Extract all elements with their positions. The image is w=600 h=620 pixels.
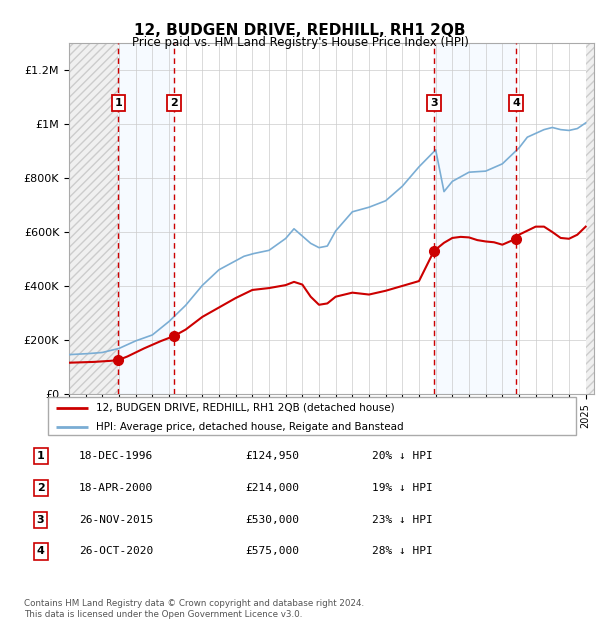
Text: 28% ↓ HPI: 28% ↓ HPI xyxy=(372,546,433,556)
Text: Contains HM Land Registry data © Crown copyright and database right 2024.
This d: Contains HM Land Registry data © Crown c… xyxy=(24,600,364,619)
Text: 12, BUDGEN DRIVE, REDHILL, RH1 2QB (detached house): 12, BUDGEN DRIVE, REDHILL, RH1 2QB (deta… xyxy=(95,402,394,412)
Text: 12, BUDGEN DRIVE, REDHILL, RH1 2QB: 12, BUDGEN DRIVE, REDHILL, RH1 2QB xyxy=(134,23,466,38)
Text: 26-OCT-2020: 26-OCT-2020 xyxy=(79,546,154,556)
Text: £530,000: £530,000 xyxy=(245,515,299,525)
FancyBboxPatch shape xyxy=(48,397,576,435)
Text: 3: 3 xyxy=(430,98,438,108)
Text: 18-APR-2000: 18-APR-2000 xyxy=(79,483,154,493)
Text: £575,000: £575,000 xyxy=(245,546,299,556)
Text: 23% ↓ HPI: 23% ↓ HPI xyxy=(372,515,433,525)
Text: 2: 2 xyxy=(170,98,178,108)
Text: 1: 1 xyxy=(115,98,122,108)
Text: £214,000: £214,000 xyxy=(245,483,299,493)
Text: Price paid vs. HM Land Registry's House Price Index (HPI): Price paid vs. HM Land Registry's House … xyxy=(131,36,469,49)
Text: 4: 4 xyxy=(512,98,520,108)
Text: 18-DEC-1996: 18-DEC-1996 xyxy=(79,451,154,461)
Bar xyxy=(118,43,174,394)
Text: 19% ↓ HPI: 19% ↓ HPI xyxy=(372,483,433,493)
Text: HPI: Average price, detached house, Reigate and Banstead: HPI: Average price, detached house, Reig… xyxy=(95,422,403,432)
Text: 1: 1 xyxy=(37,451,44,461)
Text: 4: 4 xyxy=(37,546,44,556)
Text: 3: 3 xyxy=(37,515,44,525)
Bar xyxy=(586,43,594,394)
Bar xyxy=(434,43,516,394)
Text: £124,950: £124,950 xyxy=(245,451,299,461)
Text: 2: 2 xyxy=(37,483,44,493)
Text: 20% ↓ HPI: 20% ↓ HPI xyxy=(372,451,433,461)
Text: 26-NOV-2015: 26-NOV-2015 xyxy=(79,515,154,525)
Bar xyxy=(69,43,118,394)
